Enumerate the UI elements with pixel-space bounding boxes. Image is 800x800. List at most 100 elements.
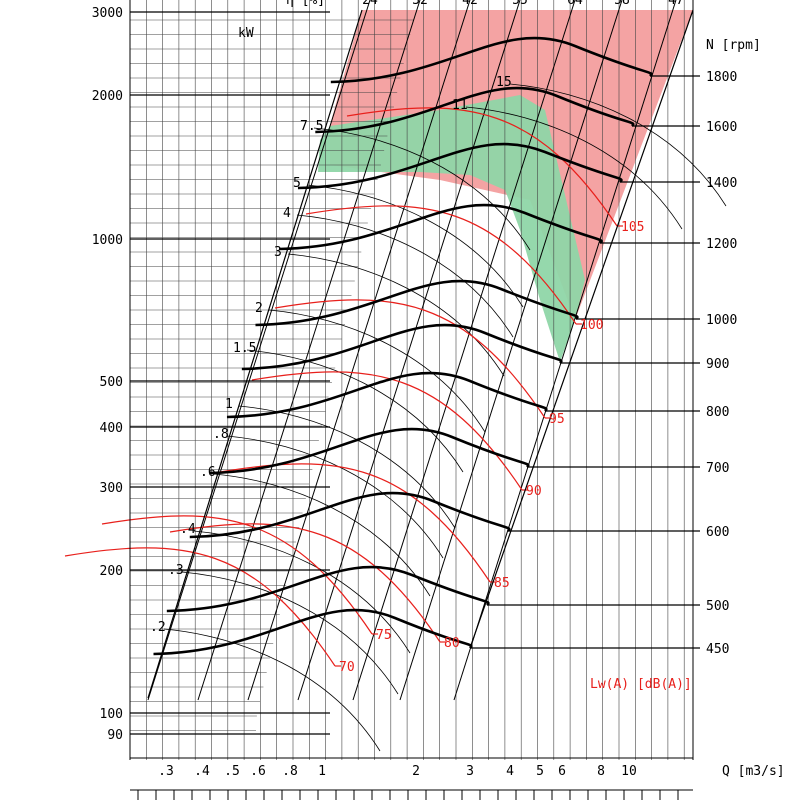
sound-curve-70 <box>64 547 336 667</box>
speed-curve-700 <box>209 427 530 475</box>
power-label: 7.5 <box>300 119 323 134</box>
power-lines <box>147 0 727 752</box>
efficiency-line-4 <box>352 0 576 701</box>
x-tick-label: .3 <box>158 764 174 779</box>
x-tick-label: .8 <box>282 764 298 779</box>
power-label: .4 <box>180 522 196 537</box>
power-line <box>226 435 444 559</box>
efficiency-tick-label: 58 <box>614 0 630 8</box>
speed-curve-900 <box>241 323 563 371</box>
efficiency-tick-label: 24 <box>362 0 378 8</box>
y-tick-label: 1000 <box>92 233 123 248</box>
sound-label: 75 <box>376 628 392 643</box>
sound-curve-105 <box>346 107 618 227</box>
x-tick-label: 1 <box>318 764 326 779</box>
speed-curve-800 <box>226 371 548 419</box>
efficiency-tick-label: 55 <box>512 0 528 8</box>
efficiency-tick-label: 32 <box>412 0 428 8</box>
sound-label: 105 <box>621 220 644 235</box>
speed-curves <box>153 36 653 656</box>
y-tick-label: 200 <box>100 564 123 579</box>
power-unit-label: kW <box>238 26 254 41</box>
rpm-label: 900 <box>706 357 729 372</box>
sound-label: 100 <box>580 318 603 333</box>
rpm-label: 1400 <box>706 176 737 191</box>
rpm-label: 700 <box>706 461 729 476</box>
frame-right <box>469 9 694 649</box>
power-label: 15 <box>496 75 512 90</box>
sound-curve-95 <box>274 299 546 419</box>
speed-curve-1400 <box>297 142 623 190</box>
x-tick-label: 6 <box>558 764 566 779</box>
power-line <box>246 349 464 473</box>
speed-curve-1600 <box>315 86 635 134</box>
efficiency-line-0 <box>147 0 371 701</box>
power-label: 5 <box>293 176 301 191</box>
power-label: 1 <box>225 397 233 412</box>
y-tick-label: 300 <box>100 481 123 496</box>
sound-label: 70 <box>339 660 355 675</box>
speed-curve-1000 <box>255 279 579 327</box>
power-label: 2 <box>255 301 263 316</box>
sound-label: 95 <box>549 412 565 427</box>
x-tick-label: 3 <box>466 764 474 779</box>
power-line <box>296 214 514 338</box>
efficiency-tick-label: 47 <box>668 0 684 8</box>
lwa-label: Lw(A) [dB(A)] <box>590 677 692 692</box>
x-tick-label: 10 <box>621 764 637 779</box>
power-label: 1.5 <box>233 341 256 356</box>
sound-curve-75 <box>101 515 373 635</box>
y-tick-label: 500 <box>100 375 123 390</box>
speed-curve-1200 <box>279 203 603 251</box>
x-tick-label: 5 <box>536 764 544 779</box>
power-label: 3 <box>274 245 282 260</box>
x-tick-label: 8 <box>597 764 605 779</box>
sound-curve-80 <box>169 523 441 643</box>
power-label: .8 <box>213 427 229 442</box>
sound-label: 90 <box>526 484 542 499</box>
zone-green <box>318 95 585 362</box>
speed-curve-600 <box>189 491 511 539</box>
x-tick-label: .6 <box>250 764 266 779</box>
sound-curve-100 <box>305 205 577 325</box>
sound-label: 80 <box>444 636 460 651</box>
speed-curve-450 <box>153 608 473 656</box>
sound-curves <box>64 107 623 667</box>
y-tick-label: 400 <box>100 421 123 436</box>
power-line <box>509 83 727 207</box>
x-tick-label: 4 <box>506 764 514 779</box>
grid-lines <box>129 0 685 760</box>
power-line <box>306 184 524 308</box>
power-line <box>181 571 399 695</box>
sound-label: 85 <box>494 576 510 591</box>
x-tick-label: .5 <box>224 764 240 779</box>
axes <box>129 0 700 800</box>
power-line <box>268 309 486 433</box>
power-label: 4 <box>283 206 291 221</box>
sound-curve-85 <box>219 463 491 583</box>
speed-curve-1800 <box>330 36 653 84</box>
rpm-label: 1000 <box>706 313 737 328</box>
rpm-label: 1200 <box>706 237 737 252</box>
rpm-label: 1800 <box>706 70 737 85</box>
q-axis-label: Q [m3/s] <box>722 764 785 779</box>
x-tick-label: 2 <box>412 764 420 779</box>
efficiency-line-1 <box>197 0 421 701</box>
efficiency-line-5 <box>399 0 623 701</box>
power-label: .6 <box>200 465 216 480</box>
efficiency-line-2 <box>247 0 471 701</box>
rpm-axis-label: N [rpm] <box>706 38 761 53</box>
rpm-label: 600 <box>706 525 729 540</box>
power-label: .3 <box>168 563 184 578</box>
sound-curve-90 <box>251 371 523 491</box>
rpm-label: 1600 <box>706 120 737 135</box>
efficiency-tick-label: 42 <box>462 0 478 8</box>
power-label: .2 <box>150 620 166 635</box>
power-line <box>163 628 381 752</box>
top-efficiency-label: η [%] <box>286 0 325 8</box>
power-line <box>213 473 431 597</box>
x-tick-label: .4 <box>194 764 210 779</box>
power-label: 11 <box>452 98 468 113</box>
efficiency-line-3 <box>297 0 521 701</box>
